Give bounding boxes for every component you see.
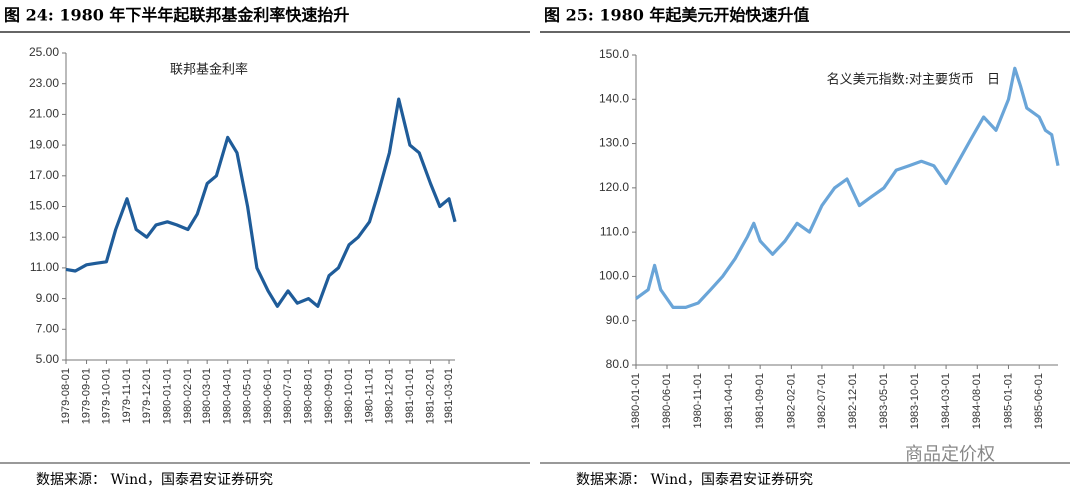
watermark: 商品定价权 [905, 444, 995, 465]
y-tick-label: 110.0 [600, 224, 629, 238]
y-tick-label: 9.00 [36, 291, 60, 305]
chart-title: 图 25: 1980 年起美元开始快速升值 [544, 6, 809, 25]
x-tick-label: 1981-04-01 [723, 373, 735, 429]
x-tick-label: 1980-04-01 [222, 368, 234, 424]
x-tick-label: 1980-06-01 [262, 368, 274, 424]
x-tick-label: 1983-10-01 [909, 373, 921, 429]
x-tick-label: 1982-12-01 [847, 373, 859, 429]
annotation: 名义美元指数:对主要货币 日 [827, 72, 1000, 88]
x-tick-label: 1980-02-01 [182, 368, 194, 424]
y-tick-label: 80.0 [606, 357, 630, 371]
x-tick-label: 1980-10-01 [343, 368, 355, 424]
x-tick-label: 1979-08-01 [60, 368, 72, 424]
x-tick-label: 1980-01-01 [161, 368, 173, 424]
y-tick-label: 150.0 [599, 47, 629, 61]
y-tick-label: 120.0 [599, 180, 629, 194]
y-tick-label: 17.00 [29, 168, 59, 182]
x-tick-label: 1979-12-01 [141, 368, 153, 424]
annotation: 联邦基金利率 [170, 62, 248, 78]
x-tick-label: 1981-03-01 [443, 368, 455, 424]
x-tick-label: 1984-03-01 [940, 373, 952, 429]
x-tick-label: 1982-02-01 [785, 373, 797, 429]
y-tick-label: 90.0 [606, 313, 630, 327]
x-tick-label: 1980-07-01 [282, 368, 294, 424]
x-tick-label: 1980-11-01 [692, 373, 704, 428]
x-tick-label: 1979-11-01 [121, 368, 133, 423]
data-line [65, 97, 457, 308]
y-tick-label: 25.00 [29, 45, 59, 59]
x-tick-label: 1982-07-01 [816, 373, 828, 429]
y-tick-label: 5.00 [36, 352, 60, 366]
y-tick-label: 7.00 [36, 321, 60, 335]
x-tick-label: 1980-09-01 [323, 368, 335, 424]
x-tick-label: 1979-10-01 [100, 368, 112, 424]
x-tick-label: 1980-05-01 [241, 368, 253, 424]
x-tick-label: 1981-01-01 [404, 368, 416, 424]
y-tick-label: 15.00 [29, 199, 59, 213]
x-tick-label: 1984-08-01 [971, 373, 983, 429]
x-tick-label: 1980-12-01 [383, 368, 395, 424]
x-tick-label: 1980-08-01 [302, 368, 314, 424]
x-tick-label: 1985-01-01 [1002, 373, 1014, 429]
y-tick-label: 140.0 [599, 91, 629, 105]
x-tick-label: 1985-06-01 [1033, 373, 1045, 429]
y-tick-label: 130.0 [599, 136, 629, 150]
x-tick-label: 1980-11-01 [363, 368, 375, 423]
source: 数据来源： Wind，国泰君安证券研究 [576, 472, 813, 488]
source: 数据来源： Wind，国泰君安证券研究 [36, 472, 273, 488]
x-tick-label: 1980-01-01 [630, 373, 642, 429]
x-tick-label: 1983-05-01 [878, 373, 890, 429]
x-tick-label: 1981-02-01 [424, 368, 436, 424]
y-tick-label: 11.00 [30, 260, 59, 274]
y-tick-label: 23.00 [29, 76, 59, 90]
y-tick-label: 19.00 [29, 137, 59, 151]
x-tick-label: 1981-09-01 [754, 373, 766, 429]
data-line [635, 66, 1060, 309]
chart-title: 图 24: 1980 年下半年起联邦基金利率快速抬升 [4, 6, 349, 25]
y-tick-label: 21.00 [29, 107, 59, 121]
x-tick-label: 1979-09-01 [80, 368, 92, 424]
y-tick-label: 100.0 [599, 269, 629, 283]
y-tick-label: 13.00 [29, 229, 59, 243]
x-tick-label: 1980-06-01 [661, 373, 673, 429]
x-tick-label: 1980-03-01 [201, 368, 213, 424]
